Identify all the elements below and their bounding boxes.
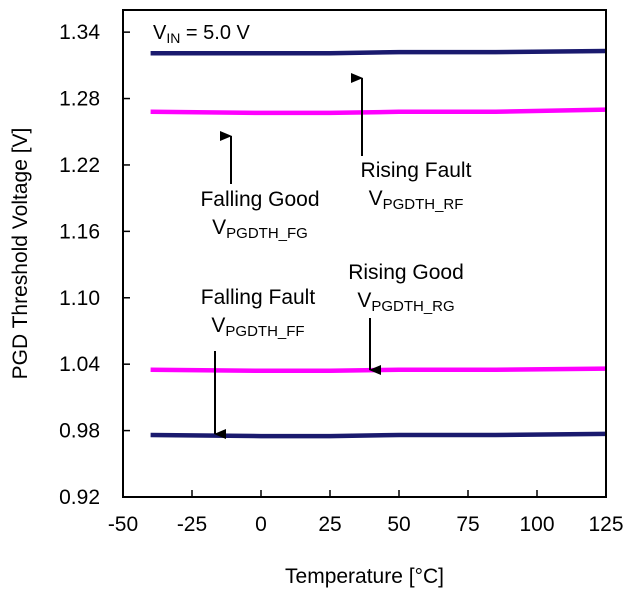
x-axis-title: Temperature [°C]	[285, 565, 444, 588]
annotation-falling-good: Falling Good VPGDTH_FG	[200, 188, 319, 242]
series-line-3	[150, 366, 607, 374]
series-line-2	[150, 107, 607, 116]
series-line-4	[150, 431, 607, 439]
annotation-layer: Rising Fault VPGDTH_RF Falling Good VPGDTH_…	[153, 22, 472, 439]
y-tick-label: 1.10	[59, 287, 100, 310]
y-tick-label: 1.04	[59, 353, 100, 376]
annotation-rising-fault: Rising Fault VPGDTH_RF	[361, 159, 472, 213]
annotation-rising-good-title: Rising Good	[348, 261, 464, 284]
x-tick-label: 125	[588, 513, 623, 536]
annotation-rising-good: Rising Good VPGDTH_RG	[348, 261, 464, 315]
annotation-falling-fault-symbol: VPGDTH_FF	[211, 314, 304, 340]
condition-label: VIN = 5.0 V	[153, 22, 250, 46]
y-axis-title: PGD Threshold Voltage [V]	[9, 128, 32, 380]
series-line-1	[150, 48, 607, 56]
x-tick-label: 50	[387, 513, 410, 536]
annotation-rising-good-symbol: VPGDTH_RG	[357, 289, 454, 315]
annotation-rising-fault-title: Rising Fault	[361, 159, 472, 182]
x-tick-label: -50	[108, 513, 138, 536]
tick-layer: -50 -25 0 25 50 75 100 125 0.92 0.98 1.04 1.10 1.16 1…	[59, 21, 623, 536]
x-tick-label: 0	[255, 513, 267, 536]
annotation-rising-fault-symbol: VPGDTH_RF	[369, 187, 464, 213]
y-tick-label: 1.22	[59, 154, 100, 177]
y-tick-label: 1.28	[59, 88, 100, 111]
y-tick-label: 0.92	[59, 486, 100, 509]
x-tick-label: 25	[318, 513, 341, 536]
annotation-falling-good-title: Falling Good	[200, 188, 319, 211]
annotation-falling-fault-title: Falling Fault	[201, 286, 316, 309]
x-tick-label: 100	[519, 513, 554, 536]
plot-frame	[122, 9, 607, 498]
x-tick-label: -25	[177, 513, 207, 536]
series-layer	[150, 48, 607, 439]
y-tick-label: 0.98	[59, 420, 100, 443]
x-tick-label: 75	[456, 513, 479, 536]
annotation-falling-good-symbol: VPGDTH_FG	[212, 216, 308, 242]
y-tick-label: 1.34	[59, 21, 100, 44]
y-tick-label: 1.16	[59, 220, 100, 243]
annotation-falling-fault: Falling Fault VPGDTH_FF	[201, 286, 316, 340]
